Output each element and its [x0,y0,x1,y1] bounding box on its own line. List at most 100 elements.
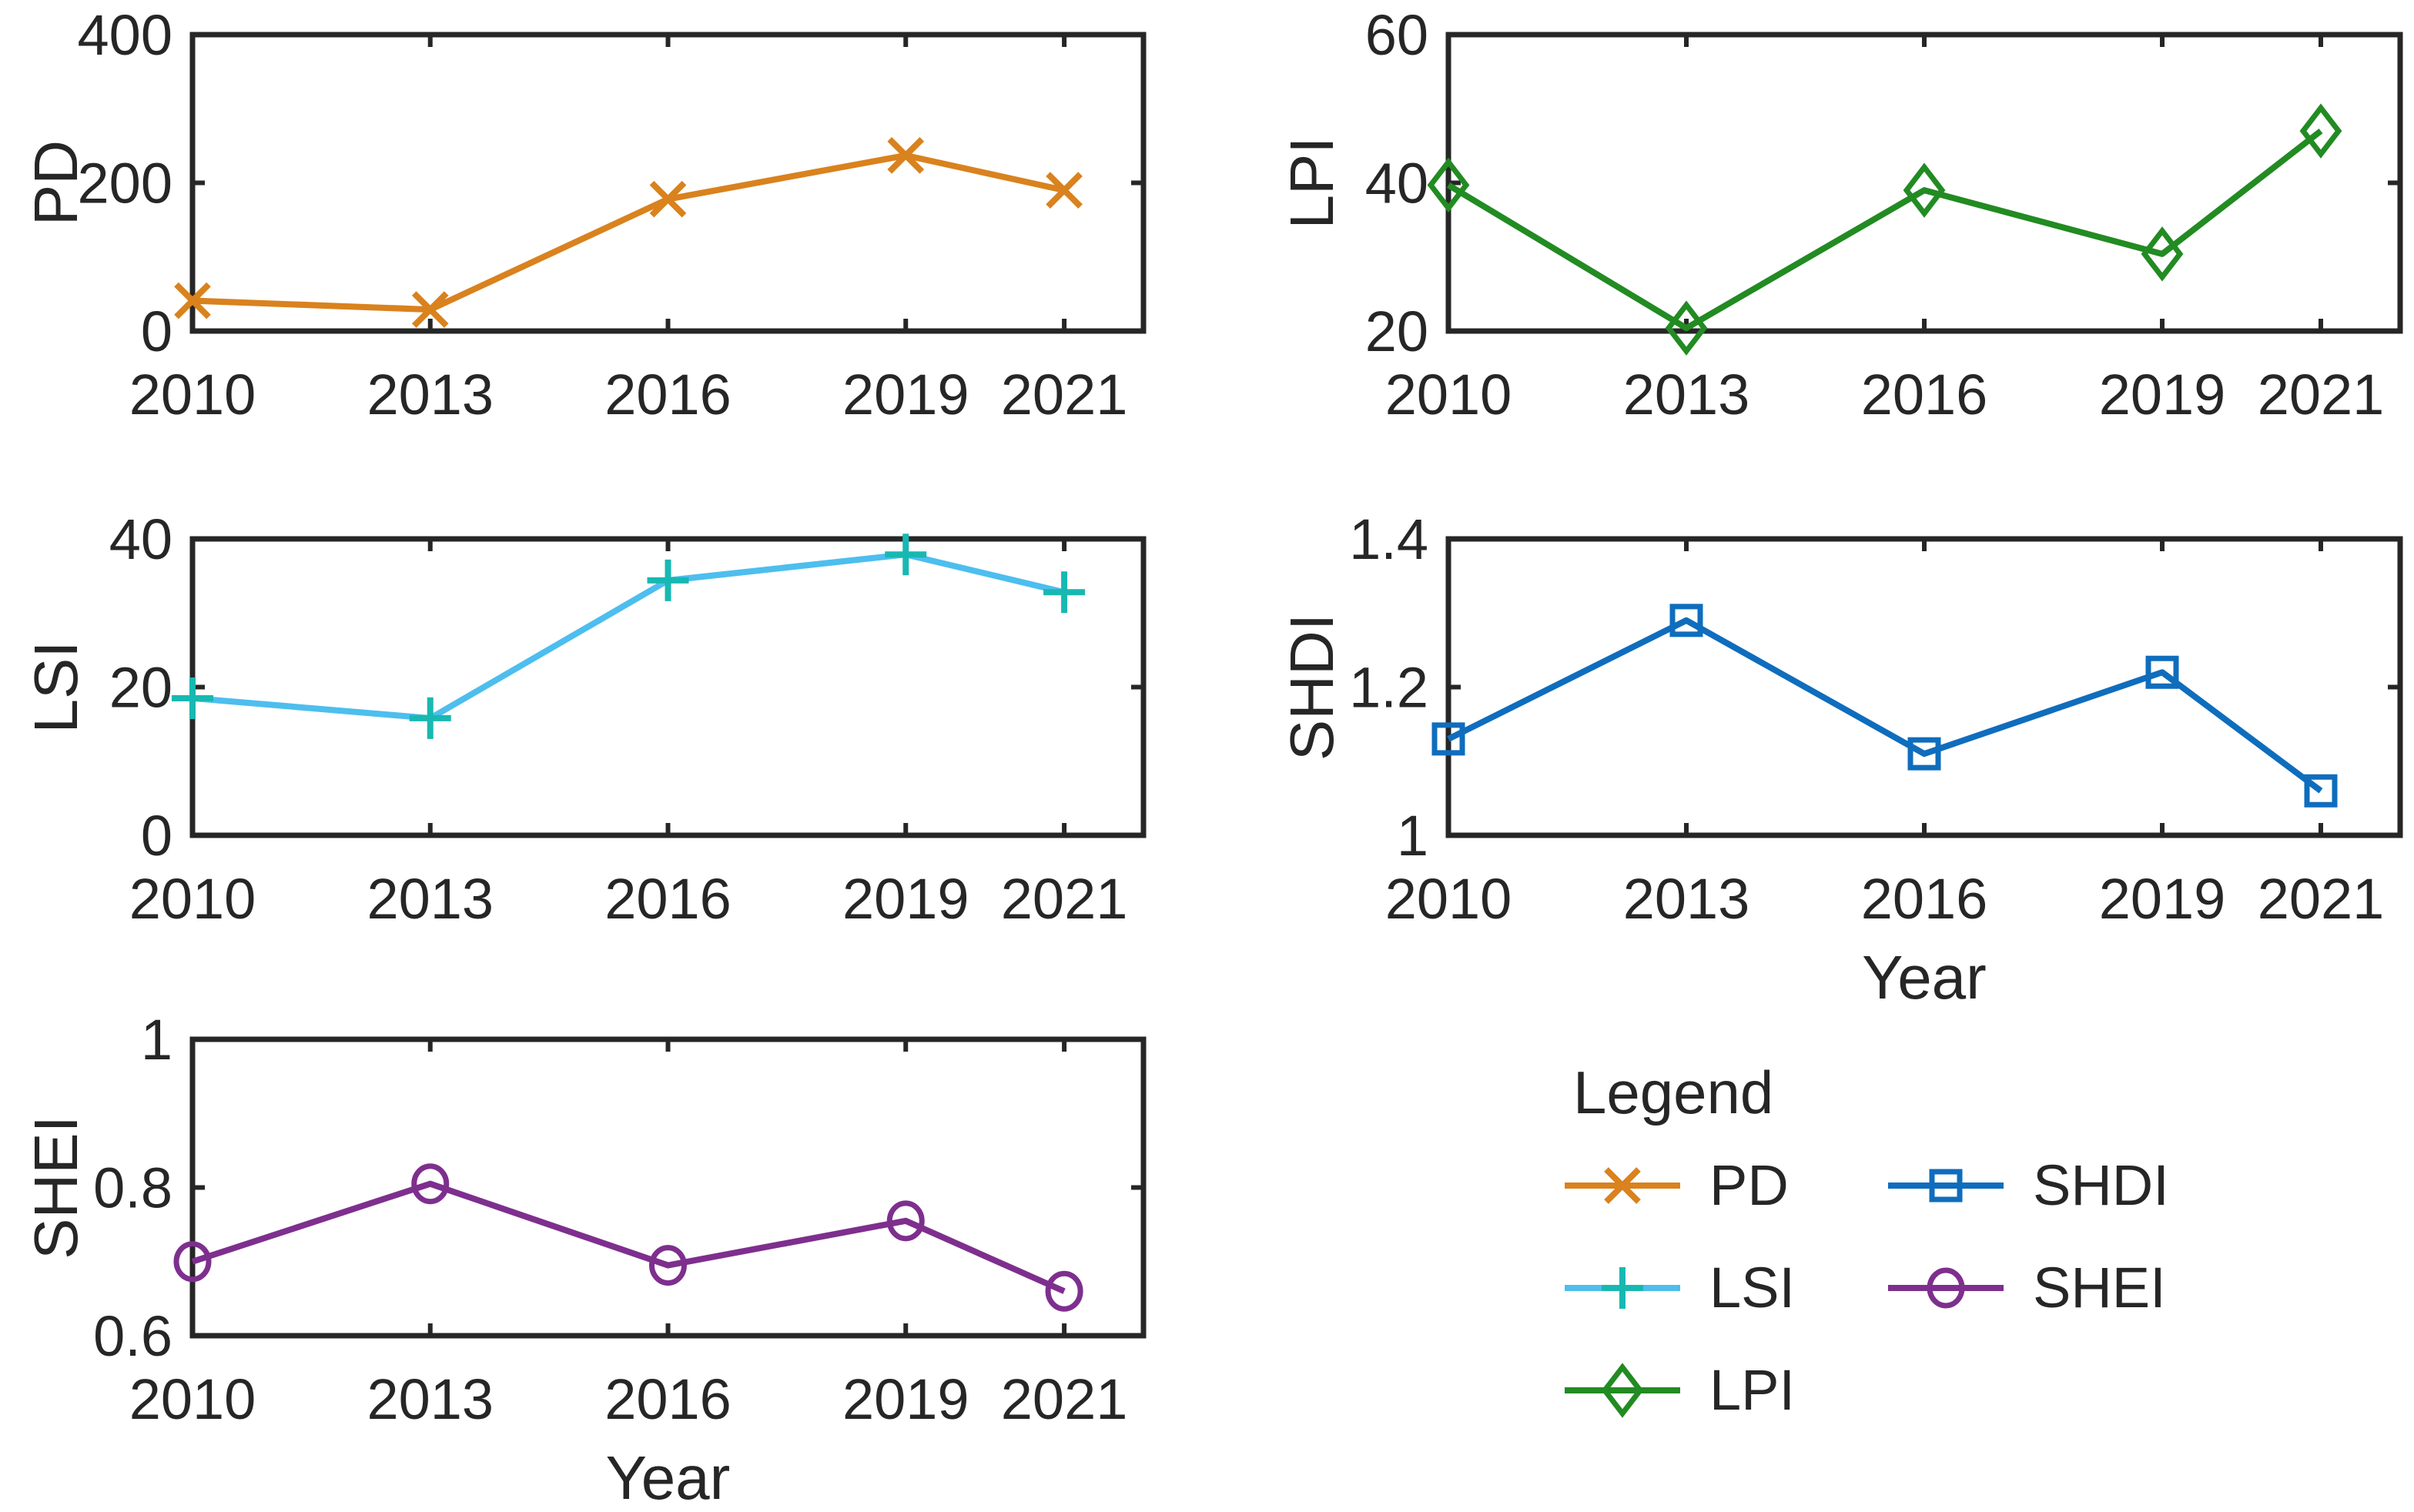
diamond-marker-icon [2141,226,2184,282]
diamond-marker-icon [1601,1363,1644,1418]
chart-shei: 2010 2013 2016 2019 2021 0.6 0.8 1 SHEI Year [22,1008,1147,1512]
diamond-marker-icon [1903,162,1946,218]
legend-label-lpi: LPI [1709,1358,1796,1422]
x-tick-label: 2010 [1385,363,1512,427]
y-axis-label-shdi: SHDI [1277,614,1346,761]
x-marker-icon [411,291,449,328]
chart-pd: 2010 2013 2016 2019 2021 0 200 400 PD [22,3,1147,427]
legend-entry-lpi: LPI [1563,1356,1795,1425]
x-tick-label: 2013 [1623,363,1750,427]
plus-marker-icon [647,559,689,601]
x-marker-icon [1046,172,1083,209]
legend-swatch-shdi-icon [1888,1169,2004,1203]
shei-data-line [191,1180,1066,1294]
x-marker-icon [1604,1167,1641,1204]
chart-lsi: 2010 2013 2016 2019 2021 0 20 40 LSI [22,507,1147,931]
axes-frame [1445,536,2403,838]
circle-marker-icon [411,1163,450,1205]
x-tick-label: 2016 [604,867,732,931]
legend-entry-shei: SHEI [1887,1253,2166,1323]
legend-entry-pd: PD [1563,1151,1789,1220]
legend-label-shdi: SHDI [2033,1153,2169,1217]
legend-label-lsi: LSI [1709,1256,1796,1320]
axes-frame [189,32,1147,334]
x-tick-label: 2019 [2099,363,2226,427]
lsi-data-line [192,551,1066,721]
x-tick-label: 2013 [1623,867,1750,931]
x-marker-icon [887,137,925,174]
diamond-marker-icon [1427,157,1470,213]
legend-swatch-lsi-icon [1565,1267,1680,1309]
x-tick-label: 2019 [842,363,969,427]
x-tick-label: 2021 [2258,363,2385,427]
y-tick-label: 60 [1365,3,1428,67]
square-marker-icon [1431,722,1465,756]
x-tick-label: 2010 [1385,867,1512,931]
legend-entry-shdi: SHDI [1887,1151,2169,1220]
y-tick-label: 20 [109,656,172,720]
plus-marker-icon [409,697,451,739]
plus-marker-icon [172,677,213,719]
x-tick-label: 2019 [842,867,969,931]
circle-marker-icon [649,1245,687,1286]
x-tick-label: 2010 [129,867,256,931]
x-marker-icon [174,282,211,319]
y-tick-label: 1.4 [1349,507,1428,571]
x-tick-label: 2021 [1001,867,1128,931]
square-marker-icon [1929,1169,1963,1203]
y-tick-label: 40 [109,507,172,571]
legend-entry-lsi: LSI [1563,1253,1795,1323]
plus-marker-icon [1602,1267,1643,1309]
legend-swatch-lpi-icon [1565,1363,1680,1418]
plus-marker-icon [885,534,927,576]
x-tick-label: 2019 [2099,867,2226,931]
square-marker-icon [1669,604,1703,637]
x-tick-label: 2013 [367,1367,494,1431]
lpi-data-line [1446,128,2323,332]
circle-marker-icon [173,1241,212,1283]
x-tick-label: 2016 [1861,363,1988,427]
legend-label-shei: SHEI [2033,1256,2166,1320]
chart-lpi: 2010 2013 2016 2019 2021 20 40 60 LPI [1277,3,2403,427]
square-marker-icon [2145,655,2179,689]
y-axis-label-shei: SHEI [22,1116,90,1259]
axes-frame [189,1036,1147,1339]
x-tick-label: 2016 [604,363,732,427]
y-tick-label: 20 [1365,299,1428,363]
y-tick-label: 1 [141,1008,172,1072]
circle-marker-icon [1927,1267,1965,1309]
x-tick-label: 2021 [1001,363,1128,427]
y-tick-label: 40 [1365,152,1428,216]
y-axis-label-lpi: LPI [1277,136,1346,229]
x-tick-label: 2016 [1861,867,1988,931]
circle-marker-icon [1045,1270,1083,1312]
square-marker-icon [1907,737,1941,771]
plus-marker-icon [1043,571,1086,614]
y-tick-label: 1 [1397,804,1428,868]
y-axis-label-lsi: LSI [22,641,90,733]
legend-label-pd: PD [1709,1153,1789,1217]
x-tick-label: 2019 [842,1367,969,1431]
x-tick-label: 2013 [367,363,494,427]
y-tick-label: 0.8 [93,1156,172,1220]
x-tick-label: 2021 [2258,867,2385,931]
x-axis-label-shdi: Year [1862,943,1987,1012]
diamond-marker-icon [1665,300,1708,356]
y-tick-label: 0 [141,299,172,363]
pd-data-line [192,152,1065,313]
shdi-data-line [1447,617,2323,794]
y-tick-label: 200 [78,152,172,216]
x-tick-label: 2010 [129,363,256,427]
x-marker-icon [649,180,687,218]
x-tick-label: 2013 [367,867,494,931]
legend-title: Legend [1573,1059,1774,1126]
y-tick-label: 0 [141,804,172,868]
x-axis-label-shei: Year [606,1443,731,1512]
square-marker-icon [2304,774,2338,808]
x-tick-label: 2010 [129,1367,256,1431]
y-tick-label: 0.6 [93,1304,172,1368]
x-tick-label: 2021 [1001,1367,1128,1431]
